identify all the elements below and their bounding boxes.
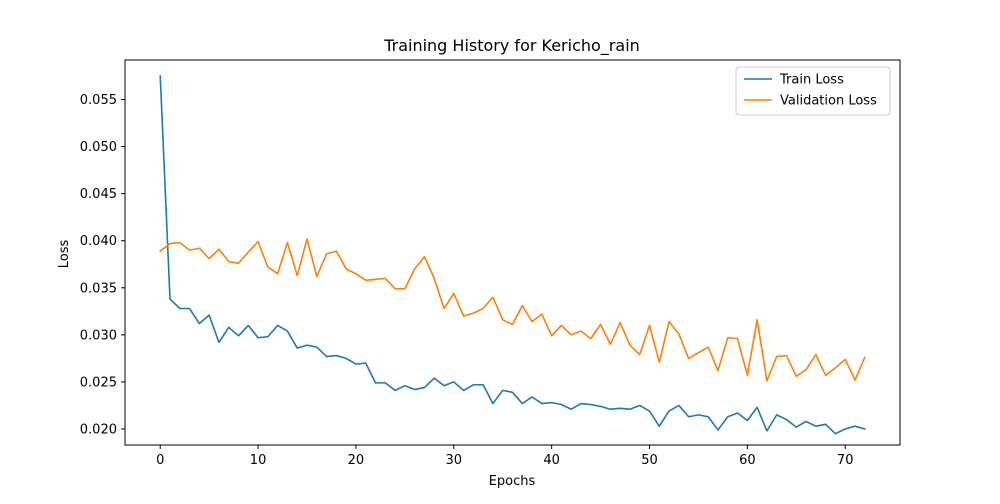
y-tick-label: 0.020 — [80, 422, 117, 437]
y-tick-label: 0.055 — [80, 93, 117, 108]
legend-label-0: Train Loss — [779, 73, 844, 88]
y-tick-label: 0.030 — [80, 328, 117, 343]
y-tick-label: 0.040 — [80, 234, 117, 249]
series-line-1 — [159, 238, 866, 382]
legend-box — [735, 66, 891, 116]
x-axis-ticks: 0 10 20 30 40 50 60 70 — [156, 445, 853, 468]
y-axis-ticks: 0.020 0.025 0.030 0.035 0.040 0.045 0.050 0.055 — [80, 93, 125, 437]
x-tick-label: 50 — [641, 453, 658, 468]
x-tick-label: 40 — [543, 453, 560, 468]
x-tick-label: 60 — [739, 453, 756, 468]
series-line-0 — [159, 75, 866, 435]
plot-frame — [124, 59, 901, 446]
x-tick-label: 30 — [446, 453, 463, 468]
y-tick-label: 0.050 — [80, 140, 117, 155]
x-tick-label: 0 — [156, 453, 164, 468]
y-axis-label: Loss — [57, 240, 72, 269]
x-tick-label: 20 — [348, 453, 365, 468]
legend: Train Loss Validation Loss — [735, 66, 891, 116]
chart-title: Training History for Kericho_rain — [383, 36, 640, 56]
y-tick-label: 0.035 — [80, 281, 117, 296]
x-tick-label: 70 — [837, 453, 854, 468]
legend-label-1: Validation Loss — [780, 94, 877, 109]
x-tick-label: 10 — [250, 453, 267, 468]
x-axis-label: Epochs — [489, 474, 536, 489]
y-tick-label: 0.045 — [80, 187, 117, 202]
plot-area — [124, 59, 901, 446]
y-tick-label: 0.025 — [80, 375, 117, 390]
